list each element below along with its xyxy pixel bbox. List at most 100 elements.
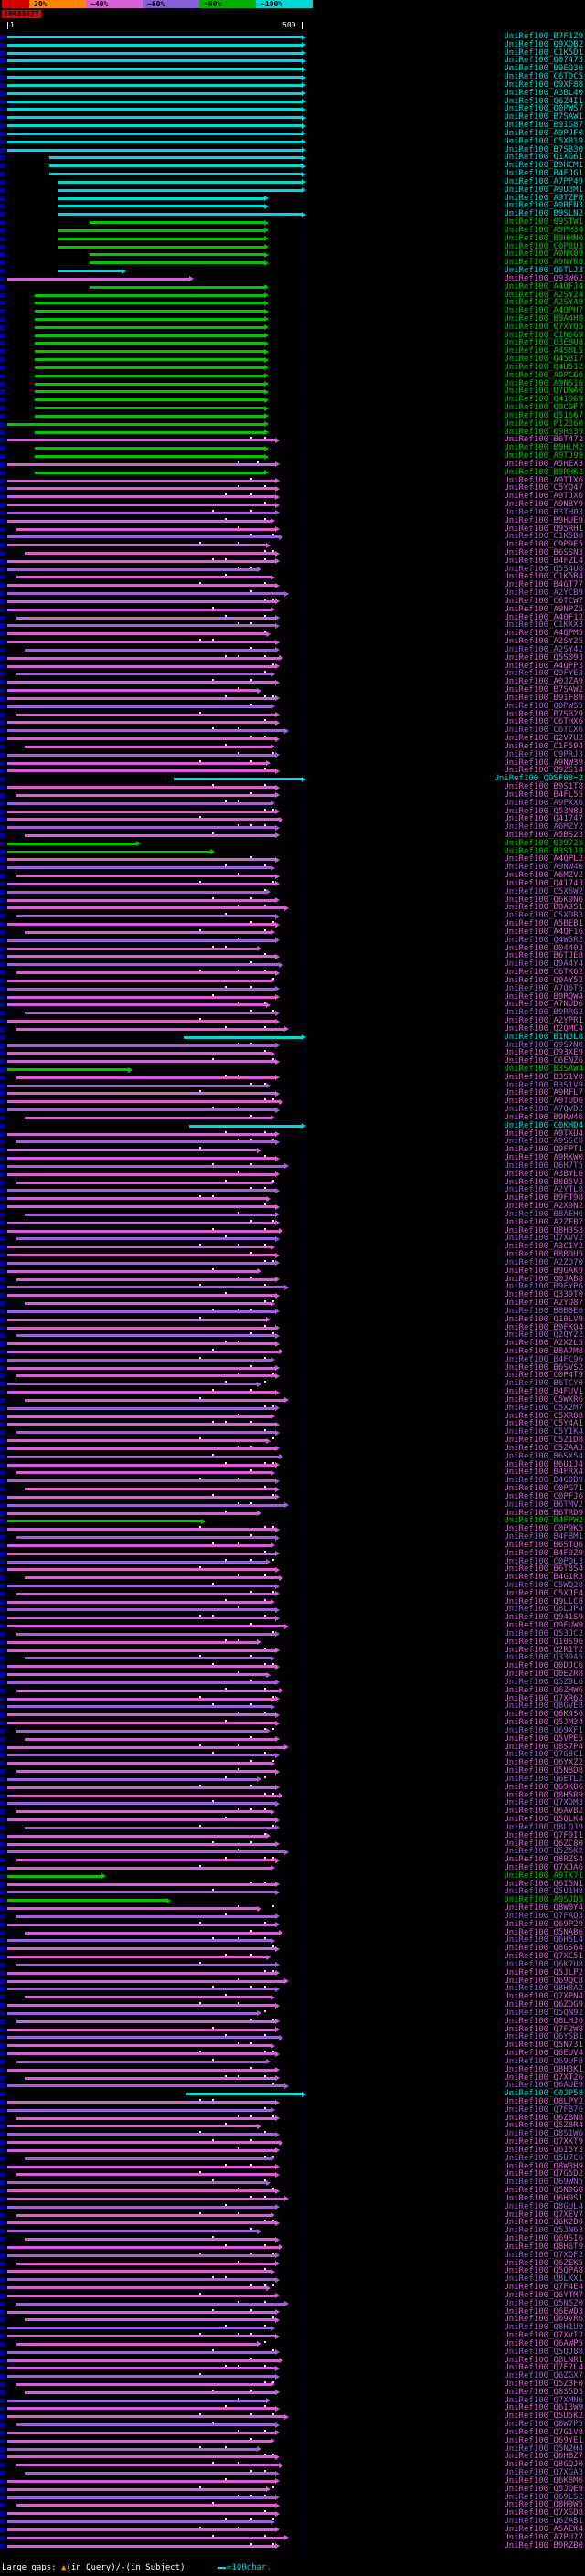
hit-label[interactable]: UniRef100_C6TDC5 xyxy=(504,72,583,82)
hit-label[interactable]: UniRef100_A9RFL7 xyxy=(504,1088,583,1098)
hit-label[interactable]: UniRef100_C5Z1D8 xyxy=(504,1436,583,1446)
hit-bar[interactable] xyxy=(7,2479,275,2483)
hit-label[interactable]: UniRef100_Q6AWP5 xyxy=(504,2338,583,2348)
hit-bar[interactable] xyxy=(34,350,265,354)
hit-label[interactable]: UniRef100_Q7XR62 xyxy=(504,1693,583,1703)
hit-bar[interactable] xyxy=(7,132,302,135)
hit-label[interactable]: UniRef100_C5WQ28 xyxy=(504,1581,583,1590)
hit-label[interactable]: UniRef100_O04403 xyxy=(504,943,583,953)
hit-label[interactable]: UniRef100_A4QF16 xyxy=(504,927,583,937)
hit-bar[interactable] xyxy=(7,1157,275,1161)
hit-bar[interactable] xyxy=(7,2327,271,2330)
hit-label[interactable]: UniRef100_Q5N8D8 xyxy=(504,1766,583,1776)
hit-bar[interactable] xyxy=(7,1318,267,1321)
hit-label[interactable]: UniRef100_Q5JN63 xyxy=(504,2226,583,2236)
hit-label[interactable]: UniRef100_Q0PWS5 xyxy=(504,701,583,711)
hit-bar[interactable] xyxy=(7,76,302,80)
hit-bar[interactable] xyxy=(7,705,271,708)
hit-label[interactable]: UniRef100_A7PU77 xyxy=(504,2532,583,2542)
hit-bar[interactable] xyxy=(7,1455,280,1458)
hit-label[interactable]: UniRef100_Q5S093 xyxy=(504,652,583,663)
hit-label[interactable]: UniRef100_Q8GS64 xyxy=(504,1944,583,1954)
hit-bar[interactable] xyxy=(7,1447,275,1450)
hit-bar[interactable] xyxy=(7,1189,275,1193)
hit-label[interactable]: UniRef100_C0P4T9 xyxy=(504,1371,583,1381)
hit-label[interactable]: UniRef100_Q69LS2 xyxy=(504,2492,583,2502)
hit-bar[interactable] xyxy=(25,2390,275,2394)
hit-bar[interactable] xyxy=(7,2496,275,2499)
hit-label[interactable]: UniRef100_Q9XF88 xyxy=(504,80,583,90)
hit-label[interactable]: UniRef100_Q53N83 xyxy=(504,806,583,816)
hit-label[interactable]: UniRef100_B6TRD9 xyxy=(504,1508,583,1518)
hit-label[interactable]: UniRef100_Q69VR6 xyxy=(504,2315,583,2325)
hit-label[interactable]: UniRef100_Q8LHJ6 xyxy=(504,2016,583,2026)
hit-bar[interactable] xyxy=(7,1350,280,1353)
hit-label[interactable]: UniRef100_B4FPW2 xyxy=(504,1516,583,1526)
hit-label[interactable]: UniRef100_A6MZV2 xyxy=(504,871,583,881)
hit-bar[interactable] xyxy=(7,599,275,603)
hit-bar[interactable] xyxy=(7,2068,275,2072)
hit-bar[interactable] xyxy=(7,850,210,853)
hit-bar[interactable] xyxy=(7,2407,275,2411)
hit-bar[interactable] xyxy=(186,2093,302,2096)
hit-label[interactable]: UniRef100_Q7XQF2 xyxy=(504,2250,583,2260)
hit-label[interactable]: UniRef100_Q9STW1 xyxy=(504,217,583,228)
hit-label[interactable]: UniRef100_C6TCX6 xyxy=(504,726,583,736)
hit-bar[interactable] xyxy=(7,1697,275,1701)
hit-label[interactable]: UniRef100_A5BEB1 xyxy=(504,919,583,929)
hit-bar[interactable] xyxy=(7,2415,284,2419)
hit-bar[interactable] xyxy=(7,2197,284,2200)
hit-label[interactable]: UniRef100_C6TCW7 xyxy=(504,596,583,606)
hit-label[interactable]: UniRef100_C1K5B4 xyxy=(504,572,583,582)
hit-label[interactable]: UniRef100_Q7XMN6 xyxy=(504,2395,583,2405)
hit-bar[interactable] xyxy=(7,2205,275,2209)
hit-label[interactable]: UniRef100_Q5Z9L6 xyxy=(504,1677,583,1687)
hit-bar[interactable] xyxy=(16,1859,275,1862)
hit-label[interactable]: UniRef100_A2YTL8 xyxy=(504,1185,583,1195)
hit-label[interactable]: UniRef100_A2X2L5 xyxy=(504,1339,583,1349)
hit-label[interactable]: UniRef100_C1KXX3 xyxy=(504,620,583,631)
hit-label[interactable]: UniRef100_Q7XPN4 xyxy=(504,1992,583,2002)
hit-label[interactable]: UniRef100_Q10LV9 xyxy=(504,1314,583,1324)
hit-bar[interactable] xyxy=(7,124,302,128)
hit-label[interactable]: UniRef100_Q6K9N6 xyxy=(504,895,583,905)
hit-bar[interactable] xyxy=(7,1172,275,1176)
hit-bar[interactable] xyxy=(16,1181,271,1184)
hit-bar[interactable] xyxy=(7,479,275,482)
hit-label[interactable]: UniRef100_B9RQW4 xyxy=(504,991,583,1002)
hit-label[interactable]: UniRef100_Q5Z8R4 xyxy=(504,2121,583,2131)
hit-label[interactable]: UniRef100_A9NPZ5 xyxy=(504,604,583,614)
hit-label[interactable]: UniRef100_A2ZD70 xyxy=(504,1257,583,1267)
hit-bar[interactable] xyxy=(25,1826,275,1829)
hit-label[interactable]: UniRef100_Q5N731 xyxy=(504,2041,583,2051)
hit-label[interactable]: UniRef100_Q5N5Z0 xyxy=(504,2298,583,2308)
hit-label[interactable]: UniRef100_Q9FPT1 xyxy=(504,1145,583,1155)
hit-bar[interactable] xyxy=(7,963,280,967)
hit-bar[interactable] xyxy=(7,689,257,693)
hit-label[interactable]: UniRef100_Q7F7L4 xyxy=(504,2363,583,2373)
hit-bar[interactable] xyxy=(7,1229,280,1233)
hit-bar[interactable] xyxy=(7,495,275,499)
hit-bar[interactable] xyxy=(7,1907,257,1911)
hit-label[interactable]: UniRef100_Q6AUE9 xyxy=(504,2081,583,2091)
hit-bar[interactable] xyxy=(34,302,265,305)
hit-label[interactable]: UniRef100_C1F594 xyxy=(504,741,583,751)
hit-bar[interactable] xyxy=(7,1060,275,1064)
hit-label[interactable]: UniRef100_Q69QC8 xyxy=(504,1976,583,1986)
hit-bar[interactable] xyxy=(7,1084,267,1087)
hit-bar[interactable] xyxy=(7,1891,275,1894)
hit-bar[interactable] xyxy=(34,455,265,459)
hit-label[interactable]: UniRef100_C5WXR6 xyxy=(504,1394,583,1405)
hit-bar[interactable] xyxy=(7,2125,257,2128)
hit-label[interactable]: UniRef100_Q9C9F7 xyxy=(504,403,583,413)
hit-bar[interactable] xyxy=(16,1334,275,1338)
hit-label[interactable]: UniRef100_A3BYL6 xyxy=(504,1169,583,1179)
hit-label[interactable]: UniRef100_A9TJX6 xyxy=(504,492,583,502)
hit-label[interactable]: UniRef100_B8A7M8 xyxy=(504,1346,583,1356)
hit-label[interactable]: UniRef100_A9NW40 xyxy=(504,863,583,873)
hit-bar[interactable] xyxy=(7,1205,275,1209)
hit-bar[interactable] xyxy=(7,544,267,547)
hit-bar[interactable] xyxy=(16,2464,280,2467)
hit-bar[interactable] xyxy=(7,140,302,143)
hit-bar[interactable] xyxy=(7,59,302,63)
